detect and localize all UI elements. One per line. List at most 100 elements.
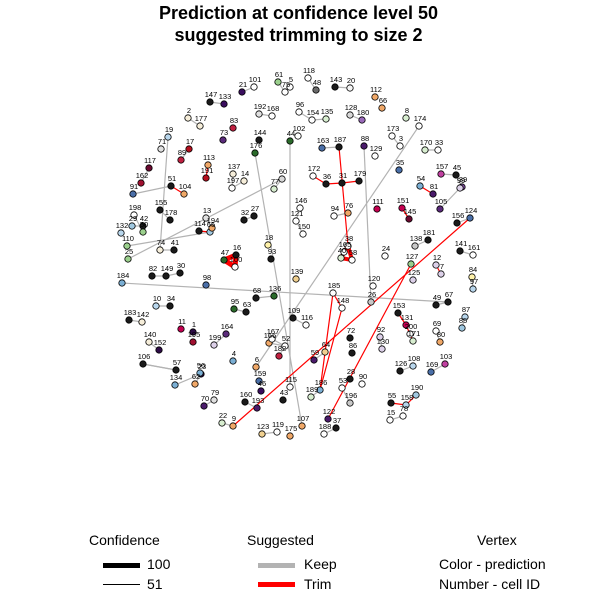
node-140 — [145, 338, 153, 346]
node-label-15: 15 — [387, 408, 395, 417]
node-label-192: 192 — [254, 102, 267, 111]
legend-vertex-line1: Color - prediction — [439, 556, 546, 572]
node-label-109: 109 — [288, 306, 301, 315]
node-label-178: 178 — [165, 208, 178, 217]
node-199 — [210, 341, 218, 349]
node-label-21: 21 — [239, 80, 247, 89]
node-label-126: 126 — [395, 359, 408, 368]
node-38 — [344, 242, 352, 250]
node-160 — [241, 398, 249, 406]
node-label-118: 118 — [303, 66, 315, 75]
node-136 — [270, 292, 278, 300]
node-label-149: 149 — [161, 264, 174, 273]
node-145 — [405, 215, 413, 223]
node-139 — [292, 275, 300, 283]
node-2 — [184, 114, 192, 122]
node-137 — [229, 170, 237, 178]
node-33 — [434, 146, 442, 154]
node-label-137: 137 — [228, 162, 241, 171]
node-18 — [264, 241, 272, 249]
node-label-58: 58 — [349, 248, 357, 257]
node-label-39: 39 — [459, 175, 467, 184]
node-189 — [307, 393, 315, 401]
node-label-114: 114 — [194, 219, 206, 228]
node-label-44: 44 — [287, 129, 295, 138]
node-label-142: 142 — [137, 310, 150, 319]
node-77 — [270, 185, 278, 193]
node-6 — [252, 363, 260, 371]
node-11 — [177, 325, 185, 333]
chart-title-line2: suggested trimming to size 2 — [174, 25, 423, 45]
node-label-135: 135 — [321, 107, 334, 116]
legend-vertex-title: Vertex — [477, 532, 517, 548]
node-177 — [196, 122, 204, 130]
node-label-121: 121 — [291, 209, 304, 218]
node-label-197: 197 — [227, 176, 240, 185]
node-150 — [299, 230, 307, 238]
node-80 — [436, 338, 444, 346]
node-label-127: 127 — [406, 252, 419, 261]
node-label-138: 138 — [410, 234, 423, 243]
legend-keep-label: Keep — [304, 556, 337, 572]
keep-edge-99-105 — [439, 187, 461, 210]
node-123 — [258, 430, 266, 438]
node-51 — [167, 182, 175, 190]
node-label-53: 53 — [339, 376, 347, 385]
node-label-108: 108 — [408, 354, 421, 363]
node-label-168: 168 — [267, 104, 280, 113]
node-label-33: 33 — [435, 138, 443, 147]
node-label-63: 63 — [243, 300, 251, 309]
node-label-69: 69 — [433, 319, 441, 328]
node-169 — [427, 368, 435, 376]
node-label-81: 81 — [430, 182, 438, 191]
node-label-189: 189 — [306, 385, 319, 394]
node-label-6: 6 — [255, 355, 259, 364]
keep-edge-57-106 — [142, 363, 177, 371]
keep-edge-134-23 — [174, 373, 202, 386]
node-157 — [437, 170, 445, 178]
node-label-24: 24 — [382, 244, 390, 253]
node-75 — [281, 88, 289, 96]
node-label-144: 144 — [254, 128, 267, 137]
node-label-23: 23 — [198, 362, 206, 371]
trim-edge-185-186 — [319, 292, 334, 391]
legend-confidence-low-line — [103, 584, 140, 585]
node-label-41: 41 — [171, 238, 179, 247]
node-91 — [129, 190, 137, 198]
node-108 — [409, 362, 417, 370]
node-156 — [453, 219, 461, 227]
node-label-155: 155 — [155, 198, 168, 207]
node-label-75: 75 — [282, 80, 290, 89]
node-115 — [286, 383, 294, 391]
node-label-147: 147 — [205, 90, 218, 99]
legend-trim-line — [258, 582, 295, 587]
node-151 — [398, 204, 406, 212]
node-59 — [310, 356, 318, 364]
node-30 — [176, 269, 184, 277]
node-label-67: 67 — [445, 290, 453, 299]
node-83 — [229, 124, 237, 132]
node-121 — [292, 217, 300, 225]
node-label-117: 117 — [144, 156, 156, 165]
node-label-157: 157 — [436, 162, 449, 171]
node-8 — [402, 114, 410, 122]
node-88 — [360, 142, 368, 150]
node-label-26: 26 — [368, 290, 376, 299]
chart-title-line1: Prediction at confidence level 50 — [158, 3, 439, 23]
node-label-100: 100 — [230, 255, 243, 264]
node-148 — [338, 304, 346, 312]
node-98 — [202, 281, 210, 289]
node-71 — [157, 145, 165, 153]
node-label-80: 80 — [437, 330, 445, 339]
node-label-151: 151 — [397, 196, 410, 205]
node-label-124: 124 — [465, 206, 478, 215]
node-102 — [294, 132, 302, 140]
node-label-101: 101 — [249, 75, 262, 84]
node-97 — [469, 285, 477, 293]
node-label-129: 129 — [370, 144, 383, 153]
node-label-162: 162 — [136, 171, 149, 180]
node-165 — [340, 248, 348, 256]
node-152 — [155, 346, 163, 354]
node-label-132: 132 — [116, 221, 129, 230]
node-78 — [399, 412, 407, 420]
